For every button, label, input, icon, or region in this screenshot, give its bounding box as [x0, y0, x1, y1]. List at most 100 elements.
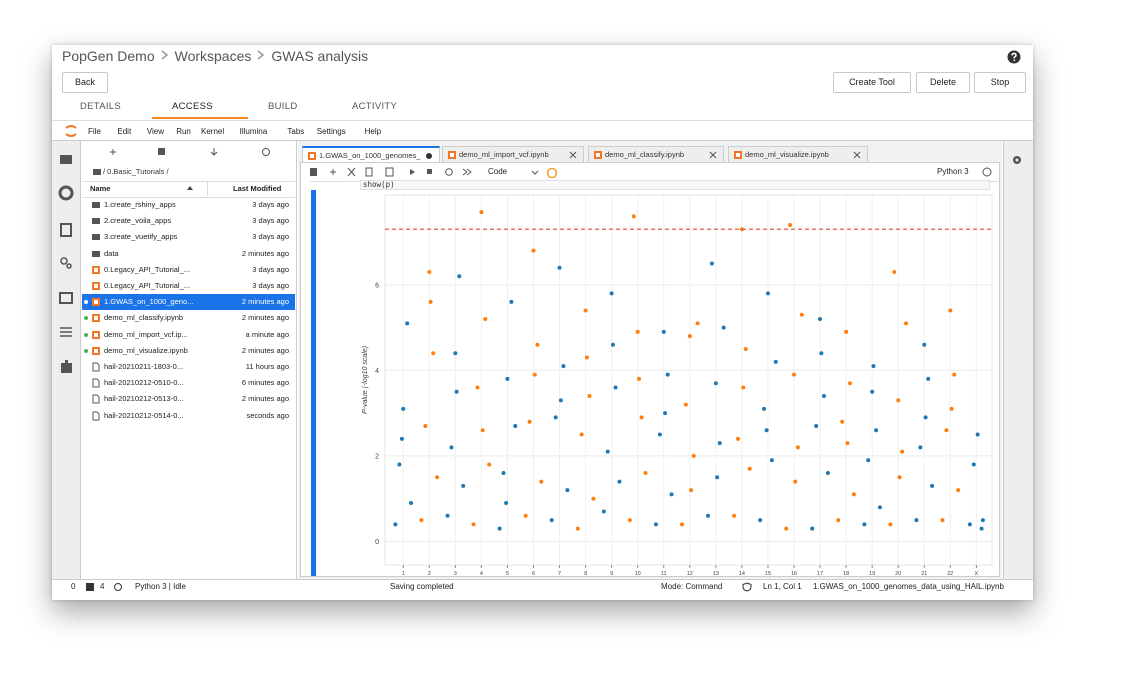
- data-point: [926, 377, 930, 381]
- file-name: 3.create_vuetify_apps: [104, 229, 177, 245]
- file-row[interactable]: 1.GWAS_on_1000_geno...2 minutes ago: [82, 294, 295, 310]
- data-point: [427, 270, 431, 274]
- column-header[interactable]: Name: [90, 184, 110, 193]
- notebook-icon: [91, 346, 101, 356]
- data-point: [558, 266, 562, 270]
- data-point: [980, 527, 984, 531]
- button-label: Delete: [930, 77, 956, 87]
- file-row[interactable]: demo_ml_import_vcf.ip...a minute ago: [82, 327, 295, 343]
- menu-item[interactable]: Help: [365, 127, 381, 136]
- tab[interactable]: ACCESS: [172, 101, 213, 112]
- data-point: [409, 501, 413, 505]
- notebook-tab[interactable]: 1.GWAS_on_1000_genomes_: [302, 146, 440, 162]
- file-row[interactable]: 0.Legacy_API_Tutorial_...3 days ago: [82, 262, 295, 278]
- file-name: 1.GWAS_on_1000_geno...: [104, 294, 193, 310]
- data-point: [819, 351, 823, 355]
- breadcrumb-item[interactable]: Workspaces: [175, 48, 252, 64]
- file-row[interactable]: hail-20210212-0513-0...2 minutes ago: [82, 391, 295, 407]
- data-point: [896, 398, 900, 402]
- data-point: [836, 518, 840, 522]
- column-header[interactable]: Last Modified: [233, 184, 281, 193]
- folder-icon: [92, 168, 102, 176]
- file-row[interactable]: demo_ml_visualize.ipynb2 minutes ago: [82, 343, 295, 359]
- running-indicator: [84, 349, 88, 353]
- running-indicator: [84, 333, 88, 337]
- y-tick-label: 6: [375, 282, 379, 289]
- button-label: Back: [75, 77, 95, 87]
- data-point: [524, 514, 528, 518]
- delete-button[interactable]: Delete: [916, 72, 970, 93]
- menu-item[interactable]: View: [147, 127, 164, 136]
- status-icons: [85, 582, 125, 592]
- menu-item[interactable]: Illumina: [240, 127, 268, 136]
- menu-item[interactable]: Kernel: [201, 127, 224, 136]
- notebook-tab[interactable]: demo_ml_import_vcf.ipynb: [442, 146, 584, 162]
- data-point: [617, 480, 621, 484]
- data-point: [748, 467, 752, 471]
- data-point: [715, 475, 719, 479]
- file-row[interactable]: hail-20210211-1803-0...11 hours ago: [82, 359, 295, 375]
- file-row[interactable]: 3.create_vuetify_apps3 days ago: [82, 229, 295, 245]
- data-point: [840, 420, 844, 424]
- close-icon[interactable]: [853, 151, 861, 159]
- file-row[interactable]: hail-20210212-0514-0...seconds ago: [82, 408, 295, 424]
- menu-item[interactable]: File: [88, 127, 101, 136]
- file-row[interactable]: 1.create_rshiny_apps3 days ago: [82, 197, 295, 213]
- left-sidebar: [52, 141, 81, 579]
- data-point: [871, 364, 875, 368]
- tab[interactable]: DETAILS: [80, 101, 121, 112]
- data-point: [689, 488, 693, 492]
- x-tick-label: 1: [402, 571, 405, 577]
- help-icon[interactable]: [1007, 50, 1021, 64]
- back-button[interactable]: Back: [62, 72, 108, 93]
- sidebar-icons: [52, 141, 80, 381]
- data-point: [602, 510, 606, 514]
- modified: 2 minutes ago: [242, 391, 289, 407]
- file-icon: [91, 394, 101, 404]
- breadcrumb-item[interactable]: PopGen Demo: [62, 48, 155, 64]
- file-icon: [91, 411, 101, 421]
- settings-icon[interactable]: [1004, 141, 1033, 171]
- data-point: [654, 522, 658, 526]
- data-point: [800, 313, 804, 317]
- tab-label: 1.GWAS_on_1000_genomes_: [319, 151, 420, 160]
- cell-type-select[interactable]: Code: [488, 167, 507, 176]
- data-point: [472, 522, 476, 526]
- data-point: [888, 522, 892, 526]
- stop-button[interactable]: Stop: [974, 72, 1026, 93]
- menu-item[interactable]: Run: [176, 127, 191, 136]
- data-point: [662, 330, 666, 334]
- tab[interactable]: BUILD: [268, 101, 297, 112]
- x-tick-label: 7: [558, 571, 561, 577]
- modified: 2 minutes ago: [242, 343, 289, 359]
- menu-item[interactable]: Edit: [117, 127, 131, 136]
- data-point: [504, 501, 508, 505]
- close-icon[interactable]: [569, 151, 577, 159]
- x-tick-label: 6: [532, 571, 535, 577]
- data-point: [461, 484, 465, 488]
- menu-item[interactable]: Tabs: [287, 127, 304, 136]
- create-tool-button[interactable]: Create Tool: [833, 72, 911, 93]
- right-sidebar: [1003, 141, 1033, 579]
- file-row[interactable]: data2 minutes ago: [82, 246, 295, 262]
- file-row[interactable]: demo_ml_classify.ipynb2 minutes ago: [82, 310, 295, 326]
- data-point: [393, 522, 397, 526]
- breadcrumb-item[interactable]: GWAS analysis: [271, 48, 368, 64]
- data-point: [423, 424, 427, 428]
- menu-item[interactable]: Settings: [317, 127, 346, 136]
- data-point: [792, 373, 796, 377]
- data-point: [878, 505, 882, 509]
- data-point: [952, 373, 956, 377]
- file-row[interactable]: hail-20210212-0510-0...6 minutes ago: [82, 375, 295, 391]
- unsaved-indicator[interactable]: [425, 152, 433, 160]
- file-name: 0.Legacy_API_Tutorial_...: [104, 278, 190, 294]
- close-icon[interactable]: [709, 151, 717, 159]
- notebook-tab[interactable]: demo_ml_visualize.ipynb: [728, 146, 868, 162]
- terminal-count: 0: [71, 582, 75, 591]
- data-point: [981, 518, 985, 522]
- notebook-tab[interactable]: demo_ml_classify.ipynb: [588, 146, 724, 162]
- modified: 3 days ago: [252, 262, 289, 278]
- file-row[interactable]: 0.Legacy_API_Tutorial_...3 days ago: [82, 278, 295, 294]
- file-row[interactable]: 2.create_voila_apps3 days ago: [82, 213, 295, 229]
- tab[interactable]: ACTIVITY: [352, 101, 397, 112]
